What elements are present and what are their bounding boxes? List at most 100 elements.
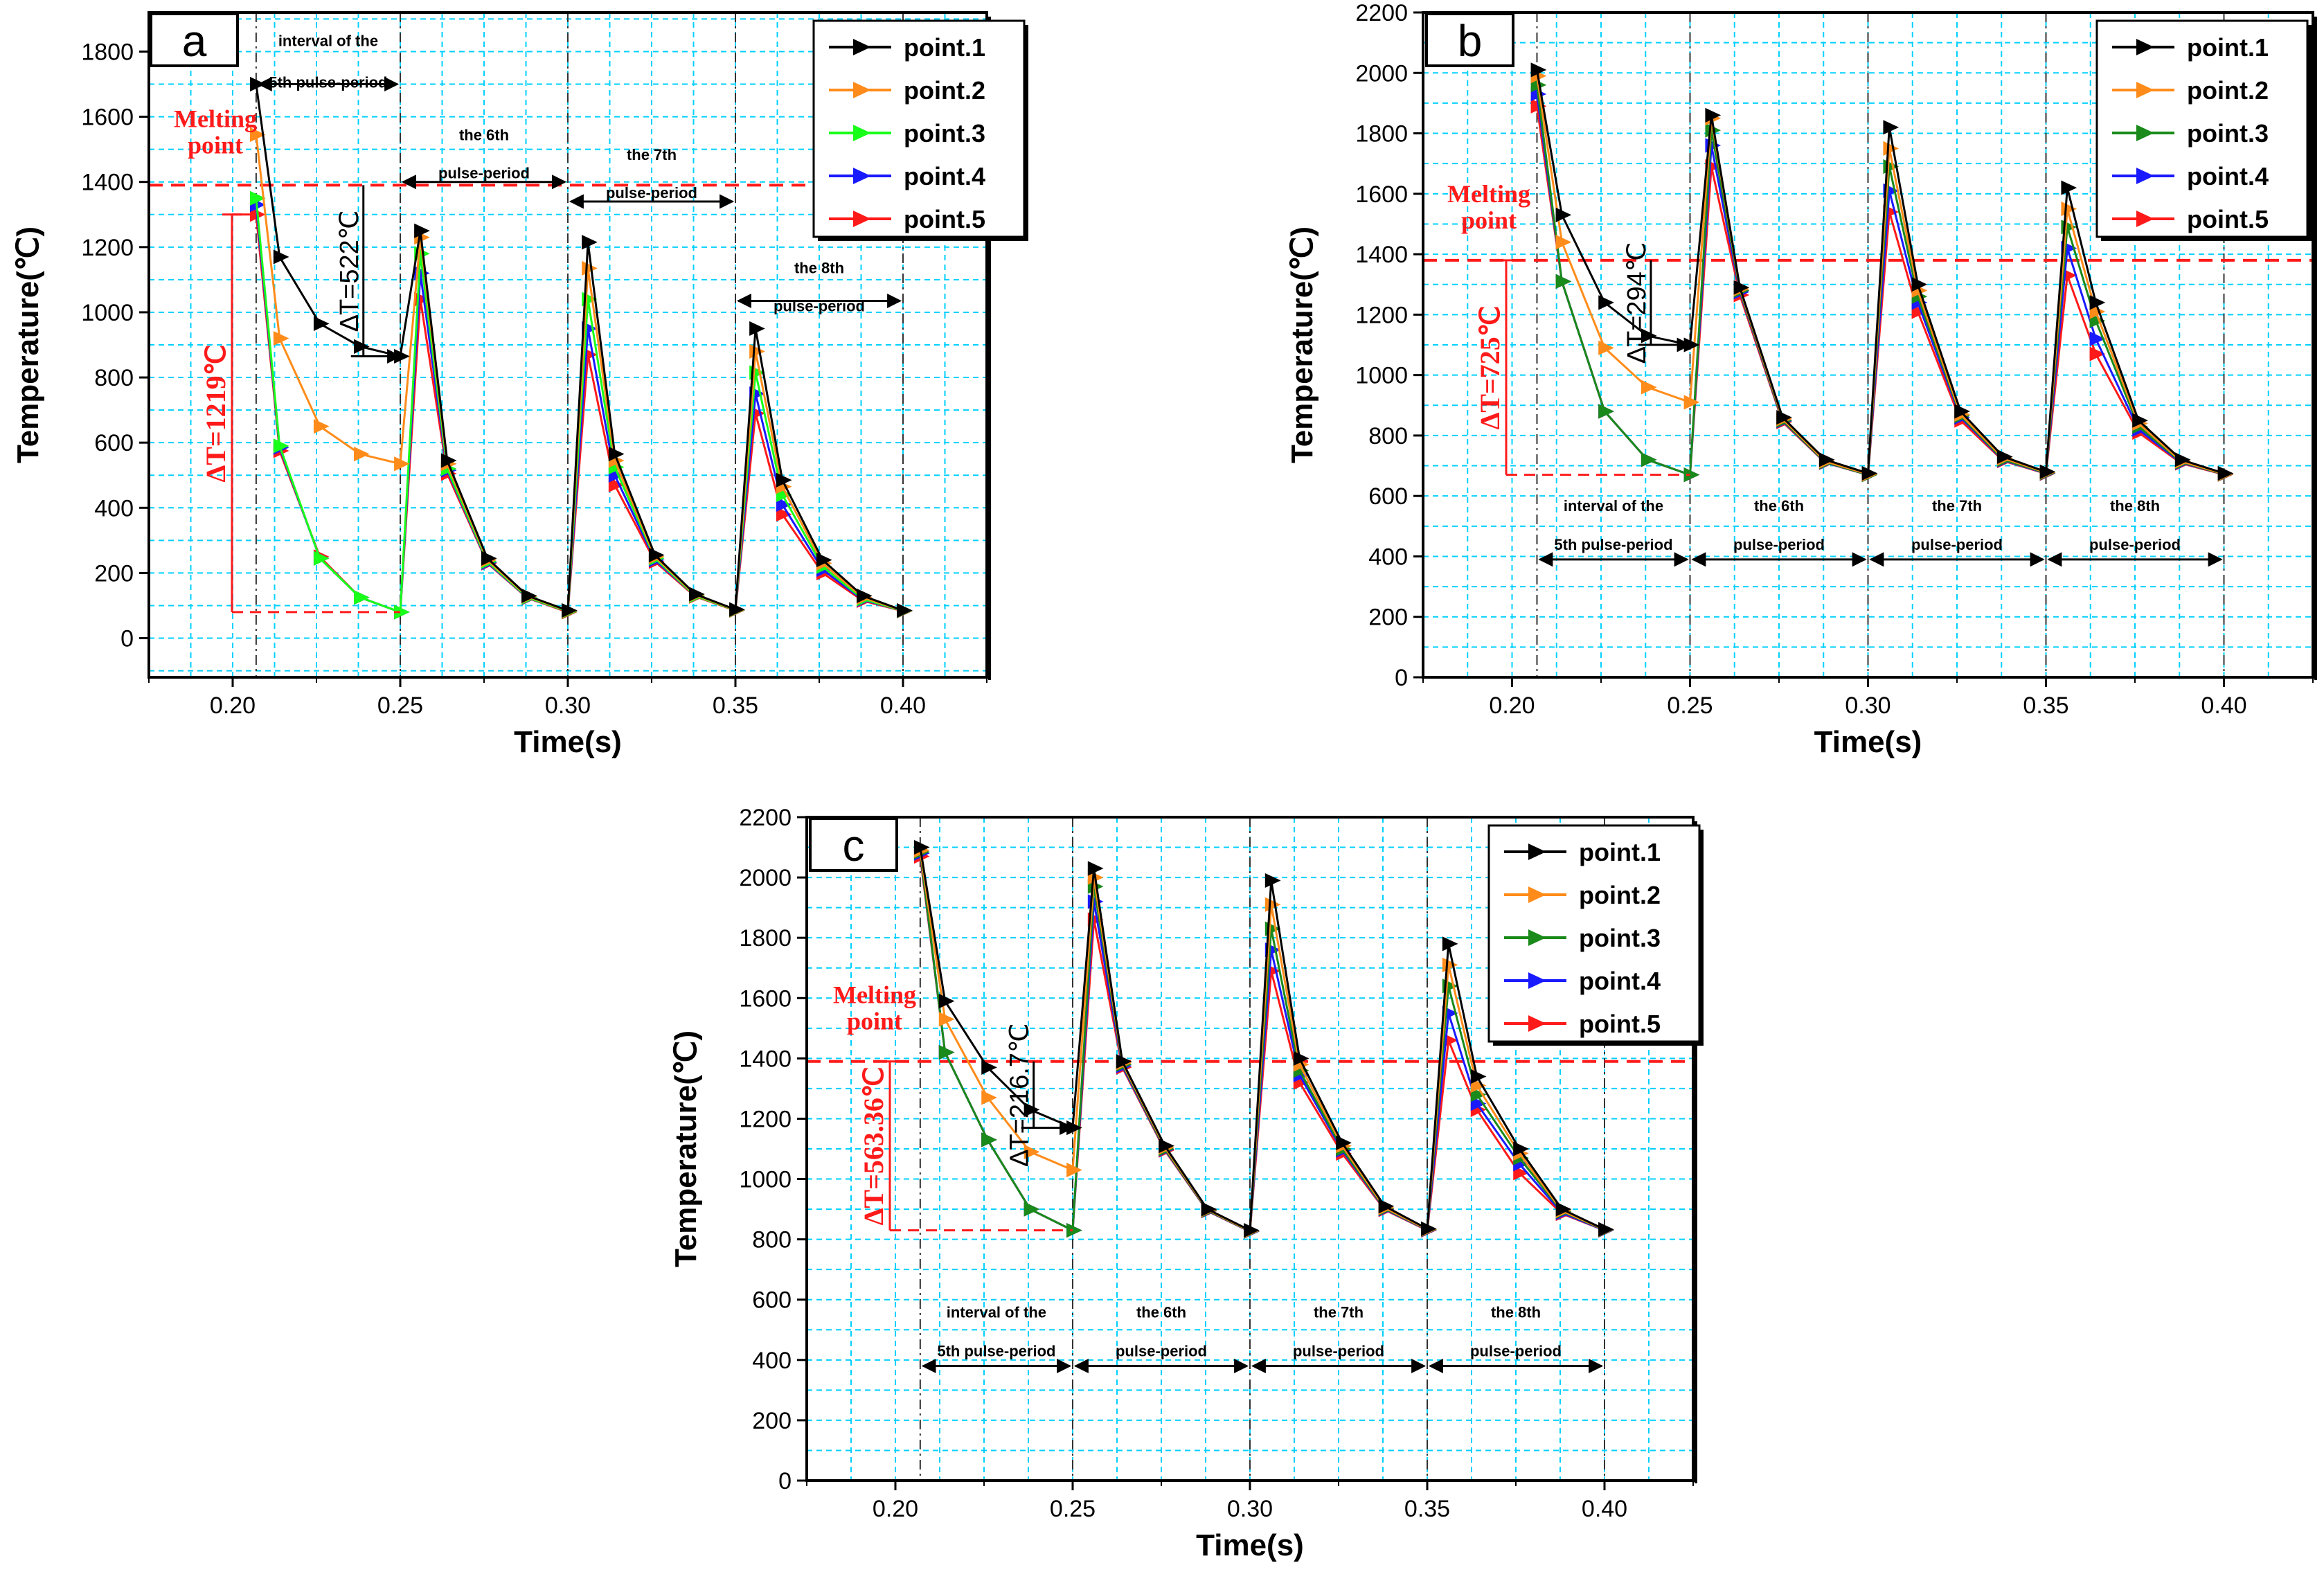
data-point <box>394 456 410 472</box>
y-tick-label: 600 <box>752 1287 792 1314</box>
x-tick-label: 0.30 <box>1845 693 1891 719</box>
melting-label-line1: Melting <box>174 105 257 132</box>
data-point <box>729 602 745 617</box>
legend-marker <box>1528 929 1546 946</box>
data-point <box>1470 1096 1487 1111</box>
y-tick-label: 0 <box>120 626 134 652</box>
data-point <box>1641 452 1657 467</box>
delta-t-big: ∆T=563.36℃ <box>858 1060 1073 1232</box>
melting-label-line1: Melting <box>833 981 916 1009</box>
data-point <box>1470 1078 1487 1093</box>
data-point <box>1683 395 1700 410</box>
period-label-line2: pulse-period <box>1733 536 1825 553</box>
data-point <box>1530 62 1547 78</box>
data-point <box>1244 1222 1260 1238</box>
y-tick-label: 600 <box>94 430 134 456</box>
x-tick-label: 0.35 <box>1404 1496 1450 1522</box>
data-point <box>1024 1144 1040 1159</box>
data-point <box>857 588 873 603</box>
y-tick-label: 2200 <box>739 805 792 831</box>
data-point <box>608 477 625 492</box>
data-point <box>1996 449 2013 465</box>
y-tick-label: 1200 <box>1355 302 1408 328</box>
y-tick-label: 800 <box>94 365 134 391</box>
legend-box <box>2095 19 2309 238</box>
period-label-line2: pulse-period <box>1470 1343 1562 1360</box>
legend-marker <box>2136 39 2154 55</box>
data-point <box>440 453 457 468</box>
period-annotation: the 8th pulse-period <box>736 259 902 314</box>
data-point <box>1087 861 1104 876</box>
x-tick-label: 0.25 <box>377 693 423 719</box>
data-point <box>1683 467 1700 483</box>
series-line <box>919 847 1605 1232</box>
legend-label: point.1 <box>1579 838 1661 866</box>
data-point <box>1470 1069 1487 1084</box>
series-line <box>1536 69 2224 475</box>
data-point <box>1641 379 1657 395</box>
data-point <box>1293 1051 1310 1066</box>
period-label-line1: the 7th <box>1932 497 1982 515</box>
legend-marker <box>1528 1015 1546 1032</box>
data-point <box>2039 464 2056 479</box>
data-point <box>313 419 330 434</box>
legend-label: point.4 <box>2187 162 2269 190</box>
x-tick-label: 0.40 <box>880 693 926 719</box>
data-point <box>1598 1222 1614 1237</box>
data-point <box>562 602 578 618</box>
delta-t-big: ∆T=725℃ <box>1474 259 1690 476</box>
data-point <box>1513 1141 1529 1156</box>
period-label-line2: pulse-period <box>2089 536 2181 553</box>
legend-label: point.2 <box>1579 881 1661 909</box>
data-point <box>1818 452 1835 467</box>
panel-a: 0.20 0.25 0.30 0.35 0.40 0 200 400 600 800 1000 120… <box>11 11 1028 759</box>
y-tick-label: 1800 <box>739 925 792 952</box>
x-axis-label: Time(s) <box>1814 725 1922 759</box>
legend: point.1 point.2 point.3 point.4 point.5 <box>1487 824 1704 1046</box>
data-point <box>1421 1221 1437 1236</box>
y-tick-label: 1800 <box>81 39 134 65</box>
delta-t-big-label: ∆T=1219℃ <box>200 344 231 482</box>
y-tick-label: 1000 <box>1355 363 1408 389</box>
legend: point.1 point.2 point.3 point.4 point.5 <box>812 19 1028 241</box>
y-tick-label: 0 <box>1395 665 1408 691</box>
data-point <box>1024 1102 1040 1117</box>
period-label-line1: the 7th <box>627 146 677 163</box>
data-point <box>897 602 913 618</box>
data-point <box>273 331 289 346</box>
period-label-line1: interval of the <box>947 1304 1046 1321</box>
data-point <box>1641 328 1657 343</box>
data-point <box>354 447 370 462</box>
legend-marker <box>1528 886 1546 903</box>
data-point <box>749 321 765 337</box>
data-point <box>1201 1202 1217 1217</box>
period-label-line2: pulse-period <box>606 184 697 202</box>
data-point <box>1555 207 1572 222</box>
period-label-line2: pulse-period <box>1911 536 2003 553</box>
delta-t-small-label: ∆T=216.7℃ <box>1005 1023 1035 1165</box>
legend-label: point.4 <box>1579 967 1661 995</box>
data-point <box>1861 465 1878 481</box>
period-label-line1: the 6th <box>1136 1304 1186 1321</box>
data-point <box>776 472 792 488</box>
data-point <box>981 1132 997 1147</box>
panel-c: 0.20 0.25 0.30 0.35 0.40 0 200 400 600 800 1000 120… <box>669 805 1704 1562</box>
x-tick-label: 0.20 <box>210 693 256 719</box>
legend-marker <box>852 125 871 141</box>
y-tick-label: 1000 <box>739 1167 792 1193</box>
y-tick-label: 2000 <box>739 865 792 891</box>
legend-label: point.4 <box>904 162 985 190</box>
x-tick-label: 0.25 <box>1050 1496 1096 1522</box>
x-tick-label: 0.35 <box>713 693 758 719</box>
data-point <box>1776 410 1792 425</box>
y-tick-label: 400 <box>94 495 134 521</box>
legend-label: point.1 <box>2187 33 2269 62</box>
data-point <box>1513 1165 1529 1181</box>
data-point <box>2132 413 2148 428</box>
data-point <box>1705 107 1722 123</box>
legend-box <box>1487 824 1701 1043</box>
legend-label: point.2 <box>904 76 985 105</box>
delta-t-big: ∆T=1219℃ <box>200 213 400 614</box>
panel-letter-box <box>1425 12 1514 67</box>
